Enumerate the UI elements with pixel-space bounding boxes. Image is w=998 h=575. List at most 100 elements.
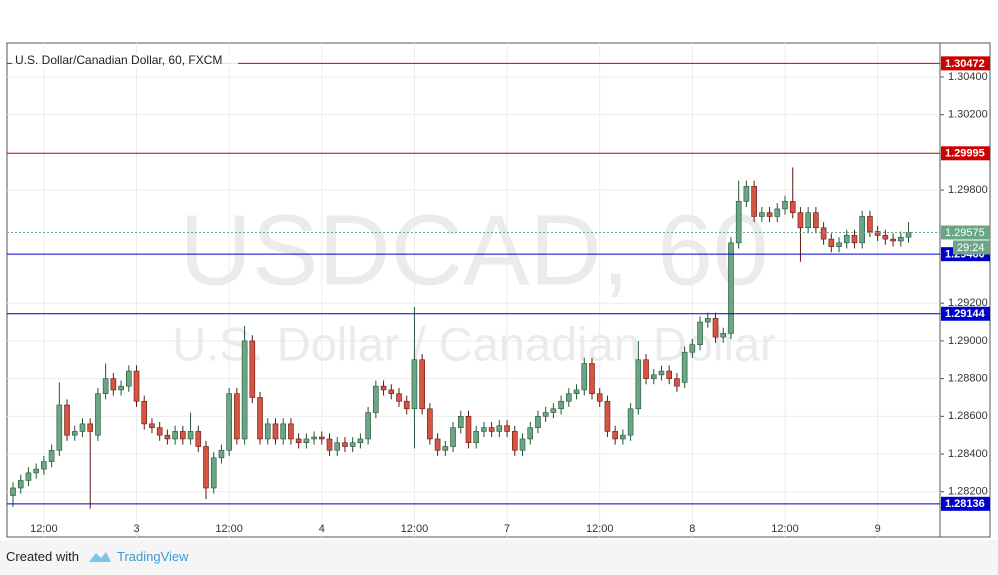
- candle-body: [187, 431, 194, 440]
- candle-body: [64, 404, 70, 436]
- candle-body: [635, 359, 642, 410]
- candle-body: [195, 431, 202, 447]
- candle-body: [311, 436, 317, 440]
- candle-body: [326, 438, 333, 451]
- candle-body: [813, 212, 819, 229]
- candle-body: [720, 333, 727, 338]
- candle-body: [627, 408, 634, 436]
- candle-body: [843, 235, 850, 244]
- candle-body: [905, 232, 912, 238]
- candle-body: [643, 359, 649, 379]
- candle-body: [473, 431, 480, 444]
- candle-body: [828, 238, 835, 247]
- candle-body: [218, 449, 225, 459]
- candle-body: [156, 427, 163, 436]
- y-tick-label: 1.29000: [948, 335, 988, 347]
- candle-body: [535, 416, 541, 428]
- level-label: 1.28136: [945, 498, 985, 510]
- candle-body: [511, 431, 518, 451]
- candle-body: [342, 442, 348, 447]
- candle-body: [25, 472, 32, 481]
- watermark-name: U.S. Dollar / Canadian Dollar: [172, 317, 775, 370]
- y-tick-label: 1.28600: [948, 410, 988, 422]
- candle-body: [349, 442, 356, 447]
- candle-body: [820, 227, 827, 240]
- candle-body: [743, 185, 750, 202]
- candle-body: [751, 185, 757, 217]
- candle-body: [874, 231, 881, 236]
- candle-body: [481, 427, 487, 432]
- candle-body: [457, 416, 464, 428]
- candle-body: [604, 400, 611, 432]
- candle-body: [411, 359, 418, 410]
- candle-body: [704, 317, 711, 323]
- candle-body: [264, 423, 271, 440]
- candle-body: [434, 438, 441, 451]
- footer-prefix: Created with: [6, 549, 79, 564]
- candle-body: [365, 412, 371, 440]
- candle-body: [681, 351, 688, 383]
- candle-body: [118, 385, 124, 391]
- candle-body: [141, 400, 148, 425]
- level-label-box: [941, 56, 990, 71]
- x-tick-label: 3: [133, 523, 139, 535]
- candle-body: [318, 436, 325, 440]
- candle-body: [33, 468, 39, 474]
- candle-body: [102, 378, 109, 395]
- candle-body: [280, 423, 287, 440]
- y-tick-label: 1.30200: [948, 109, 988, 121]
- candle-body: [504, 425, 510, 432]
- level-label: 1.29995: [945, 148, 985, 160]
- y-tick-label: 1.29200: [948, 297, 988, 309]
- footer-brand[interactable]: TradingView: [117, 549, 189, 564]
- candle-body: [550, 408, 557, 413]
- candle-body: [257, 397, 263, 440]
- candle-body: [488, 427, 495, 432]
- candle-body: [288, 423, 294, 440]
- candle-body: [10, 487, 16, 496]
- candle-body: [442, 446, 449, 451]
- candle-body: [295, 438, 302, 444]
- y-tick-label: 1.28800: [948, 373, 988, 385]
- candle-body: [527, 427, 534, 440]
- candle-body: [573, 389, 580, 395]
- candle-body: [126, 370, 132, 387]
- tradingview-logo: [89, 552, 111, 562]
- candle-body: [697, 321, 703, 345]
- candle-body: [334, 442, 341, 451]
- last-price-box: [941, 225, 990, 240]
- candle-body: [867, 216, 873, 232]
- candle-body: [203, 446, 209, 489]
- candle-body: [674, 378, 680, 387]
- candle-body: [210, 457, 217, 489]
- candle-body: [149, 423, 155, 428]
- level-label: 1.30472: [945, 58, 985, 70]
- candle-body: [712, 317, 719, 338]
- candle-body: [620, 434, 626, 440]
- candle-body: [589, 363, 595, 395]
- candle-body: [95, 393, 101, 436]
- y-tick-label: 1.28400: [948, 448, 988, 460]
- candle-body: [542, 412, 549, 417]
- candle-body: [689, 344, 696, 353]
- candle-body: [519, 438, 526, 451]
- candle-body: [164, 434, 171, 440]
- candle-body: [41, 461, 47, 470]
- chart-title: U.S. Dollar/Canadian Dollar, 60, FXCM: [15, 53, 222, 67]
- candle-body: [851, 235, 858, 244]
- chart: USDCAD, 60U.S. Dollar / Canadian Dollar …: [6, 42, 991, 538]
- candle-body: [79, 423, 86, 432]
- candle-body: [558, 400, 564, 410]
- level-label-box: [941, 146, 990, 161]
- x-tick-label: 4: [319, 523, 325, 535]
- x-tick-label: 9: [875, 523, 881, 535]
- candle-body: [890, 238, 896, 242]
- candle-body: [566, 393, 572, 402]
- candle-body: [226, 393, 232, 451]
- level-label: 1.29144: [945, 308, 986, 320]
- level-label-box: [941, 306, 990, 321]
- candle-body: [272, 423, 279, 440]
- candle-body: [596, 393, 603, 402]
- candle-body: [581, 363, 588, 391]
- x-tick-label: 12:00: [30, 523, 58, 535]
